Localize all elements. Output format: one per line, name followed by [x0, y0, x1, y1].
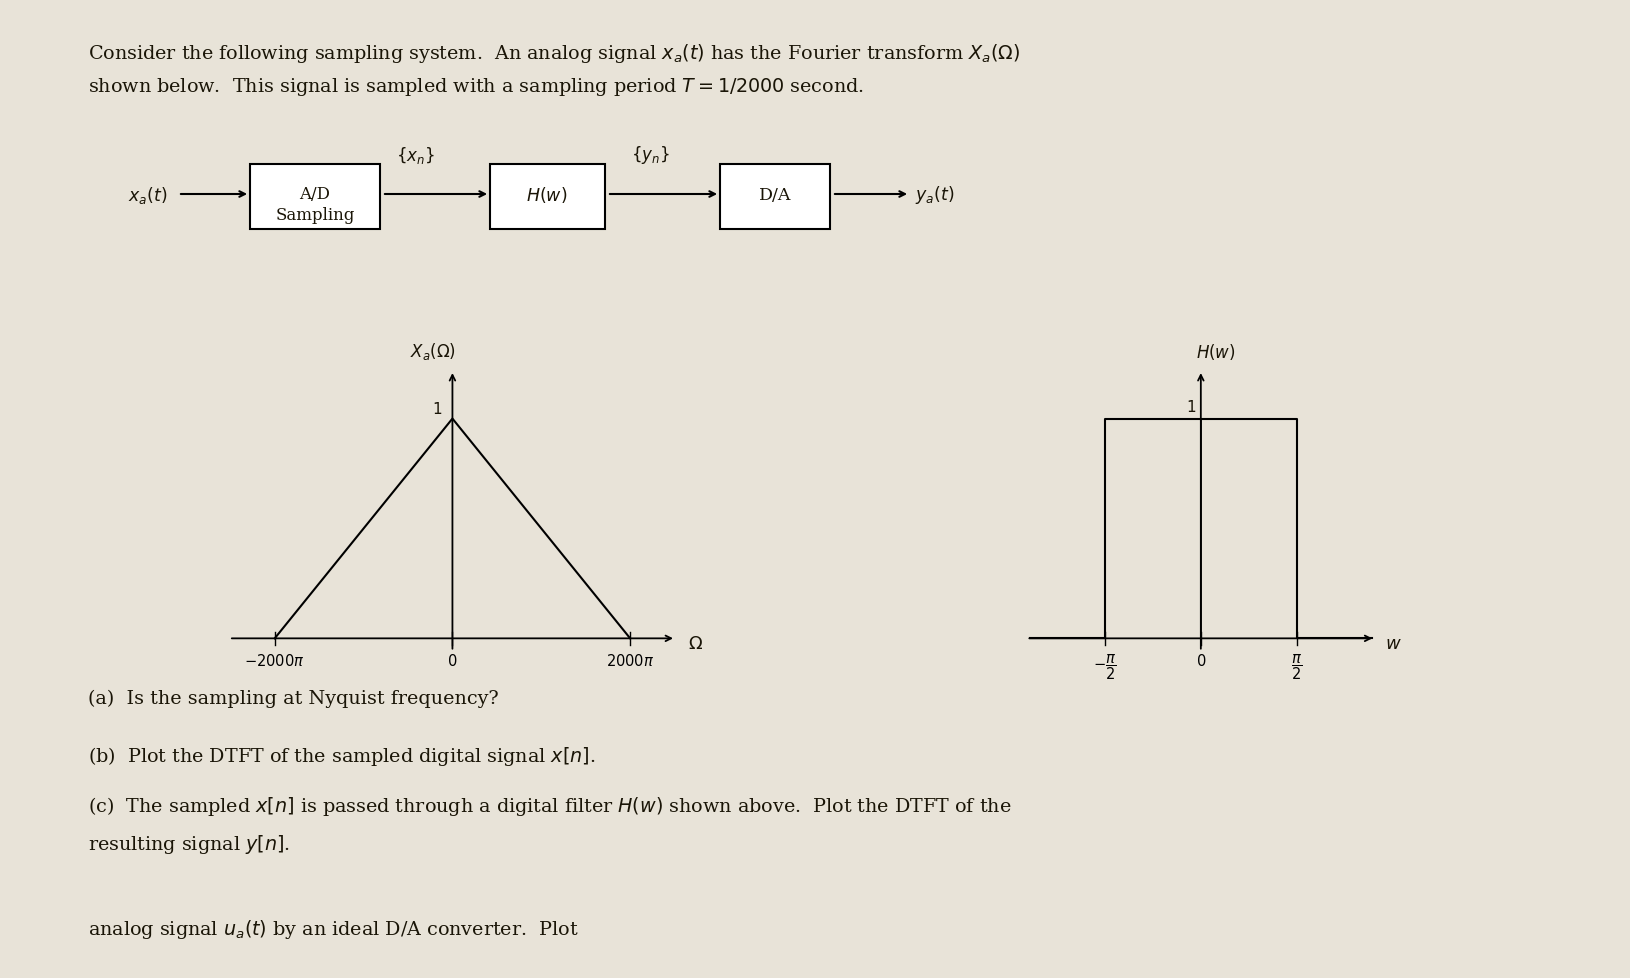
Text: $w$: $w$: [1384, 634, 1402, 652]
Text: $0$: $0$: [447, 652, 458, 668]
Text: (b)  Plot the DTFT of the sampled digital signal $x[n]$.: (b) Plot the DTFT of the sampled digital…: [88, 744, 595, 767]
Text: $\dfrac{\pi}{2}$: $\dfrac{\pi}{2}$: [1291, 652, 1302, 682]
Text: $0$: $0$: [1195, 652, 1205, 668]
FancyBboxPatch shape: [249, 165, 380, 230]
Text: $x_a(t)$: $x_a(t)$: [129, 184, 168, 205]
Text: Sampling: Sampling: [275, 206, 354, 224]
Text: $\Omega$: $\Omega$: [688, 634, 703, 652]
Text: (c)  The sampled $x[n]$ is passed through a digital filter $H(w)$ shown above.  : (c) The sampled $x[n]$ is passed through…: [88, 794, 1011, 818]
Text: Consider the following sampling system.  An analog signal $x_a(t)$ has the Fouri: Consider the following sampling system. …: [88, 42, 1020, 65]
Text: shown below.  This signal is sampled with a sampling period $T = 1/2000$ second.: shown below. This signal is sampled with…: [88, 76, 864, 98]
Text: $H(w)$: $H(w)$: [1195, 342, 1236, 362]
Text: (a)  Is the sampling at Nyquist frequency?: (a) Is the sampling at Nyquist frequency…: [88, 689, 499, 707]
Text: A/D: A/D: [300, 186, 331, 202]
Text: D/A: D/A: [758, 187, 791, 203]
Text: $\{x_n\}$: $\{x_n\}$: [396, 145, 434, 165]
Text: $2000\pi$: $2000\pi$: [606, 652, 654, 668]
Text: $y_a(t)$: $y_a(t)$: [914, 184, 954, 205]
Text: $H(w)$: $H(w)$: [526, 185, 567, 204]
Text: $\{y_n\}$: $\{y_n\}$: [631, 144, 668, 166]
Text: $X_a(\Omega)$: $X_a(\Omega)$: [409, 341, 455, 362]
Text: $1$: $1$: [1185, 399, 1195, 415]
Text: resulting signal $y[n]$.: resulting signal $y[n]$.: [88, 832, 290, 855]
FancyBboxPatch shape: [489, 165, 605, 230]
Text: $-\dfrac{\pi}{2}$: $-\dfrac{\pi}{2}$: [1092, 652, 1117, 682]
Text: $1$: $1$: [432, 401, 442, 417]
FancyBboxPatch shape: [719, 165, 830, 230]
Text: $-2000\pi$: $-2000\pi$: [244, 652, 305, 668]
Text: analog signal $u_a(t)$ by an ideal D/A converter.  Plot: analog signal $u_a(t)$ by an ideal D/A c…: [88, 917, 579, 940]
